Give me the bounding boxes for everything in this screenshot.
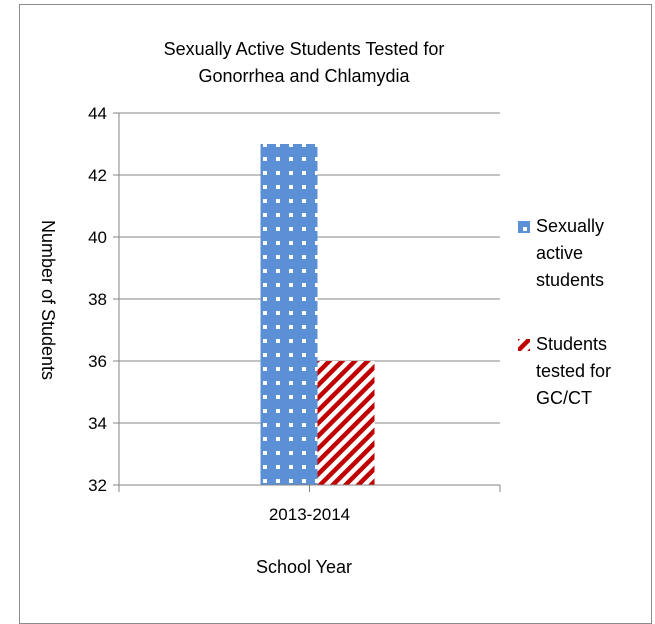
- bars: [260, 144, 375, 485]
- legend: Sexually active students Students tested for…: [518, 216, 611, 408]
- y-axis-label: Number of Students: [38, 220, 58, 380]
- x-tick-label: 2013-2014: [269, 505, 350, 524]
- chart-title-line-2: Gonorrhea and Chlamydia: [198, 66, 410, 86]
- y-tick-label: 32: [88, 476, 107, 495]
- legend-label: active: [536, 243, 583, 263]
- legend-label: GC/CT: [536, 388, 592, 408]
- legend-label: students: [536, 270, 604, 290]
- legend-label: Sexually: [536, 216, 604, 236]
- legend-label: tested for: [536, 361, 611, 381]
- chart-title: Sexually Active Students Tested for Gono…: [164, 39, 445, 86]
- chart-frame: [19, 4, 652, 624]
- y-tick-label: 42: [88, 166, 107, 185]
- bar-tested-gc-ct: [317, 361, 375, 485]
- legend-label: Students: [536, 334, 607, 354]
- y-tick-label: 38: [88, 290, 107, 309]
- legend-swatch: [518, 339, 530, 351]
- y-tick-label: 34: [88, 414, 107, 433]
- y-tick-labels: 32 34 36 38 40 42 44: [88, 104, 119, 495]
- y-tick-label: 36: [88, 352, 107, 371]
- legend-swatch: [518, 221, 530, 233]
- chart-title-line-1: Sexually Active Students Tested for: [164, 39, 445, 59]
- bar-sexually-active: [260, 144, 318, 485]
- y-tick-label: 44: [88, 104, 107, 123]
- x-axis-label: School Year: [256, 557, 352, 577]
- y-tick-label: 40: [88, 228, 107, 247]
- x-tick-labels: 2013-2014: [269, 505, 350, 524]
